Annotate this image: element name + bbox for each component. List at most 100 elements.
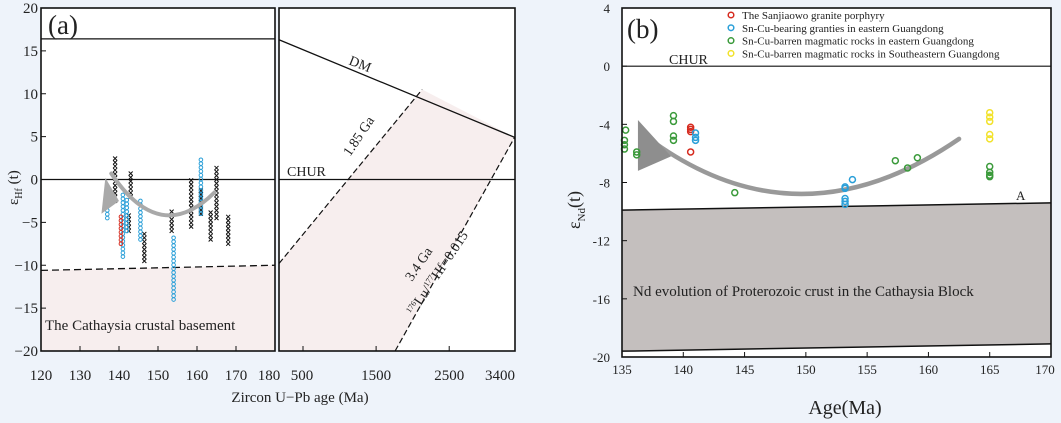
data-point: [841, 200, 849, 209]
x-marker: [214, 184, 219, 190]
x-marker: [128, 186, 134, 192]
x-tick-label: 3400: [485, 368, 515, 384]
x-marker: [188, 189, 194, 195]
legend-entry: Sn-Cu-bearing granties in eastern Guangd…: [742, 23, 944, 35]
x-marker: [169, 209, 175, 215]
data-point: [691, 136, 700, 145]
x-tick-label: 170: [1035, 362, 1055, 377]
x-marker: [188, 201, 194, 206]
x-marker: [208, 210, 214, 215]
axes-frame-right: [278, 7, 516, 352]
x-marker: [188, 220, 194, 226]
y-tick-label: -20: [593, 350, 610, 365]
y-tick-label: −10: [15, 258, 38, 274]
legend-entry: Sn-Cu-barren magmatic rocks in Southeast…: [742, 48, 1000, 60]
x-axis-label: Zircon U−Pb age (Ma): [231, 390, 368, 406]
x-marker: [214, 177, 219, 182]
x-marker: [208, 225, 214, 231]
x-tick-label: 2500: [434, 368, 464, 384]
y-tick-label: −15: [15, 301, 38, 317]
x-marker: [214, 204, 219, 209]
data-point: [669, 132, 678, 140]
x-marker: [188, 197, 194, 203]
x-marker: [128, 182, 134, 188]
region-bottom-line: [621, 343, 1052, 352]
data-point: [848, 175, 857, 184]
x-marker: [214, 173, 219, 178]
x-marker: [188, 185, 194, 191]
x-marker: [112, 159, 118, 165]
data-point: [985, 172, 994, 181]
x-tick-label: 155: [857, 362, 877, 377]
x-marker: [214, 196, 219, 202]
y-tick-label: -16: [593, 292, 611, 307]
x-marker: [141, 235, 147, 241]
ga185-line: [278, 89, 423, 264]
nd-evolution-region: [622, 202, 1051, 352]
legend-marker: [727, 11, 735, 19]
x-marker: [225, 218, 231, 224]
x-marker: [214, 169, 219, 175]
x-marker: [141, 239, 147, 245]
circle-marker: [118, 214, 124, 220]
data-point: [985, 168, 994, 177]
x-marker: [208, 214, 214, 219]
x-marker: [214, 215, 219, 221]
data-point: [669, 136, 678, 145]
circle-marker: [124, 197, 130, 203]
x-marker: [128, 175, 134, 180]
panel-label: (a): [48, 10, 78, 40]
x-marker: [225, 233, 231, 239]
data-point: [985, 113, 994, 121]
basement-region: [41, 265, 275, 351]
panel-label: (b): [627, 14, 658, 44]
data-point: [691, 129, 700, 137]
model-age-region: [279, 89, 515, 352]
x-marker: [214, 200, 219, 206]
data-point: [985, 135, 994, 143]
x-marker: [128, 178, 134, 184]
y-tick-label: −20: [15, 344, 38, 360]
x-marker: [141, 258, 147, 264]
x-tick-label: 145: [735, 362, 755, 377]
x-tick-label: 135: [612, 362, 632, 377]
y-label-sub: Hf: [14, 187, 25, 198]
x-marker: [141, 254, 147, 260]
x-marker: [208, 237, 214, 242]
x-marker: [208, 217, 214, 223]
x-marker: [169, 224, 175, 230]
x-marker: [141, 243, 147, 248]
x-marker: [188, 181, 194, 187]
x-tick-label: 1500: [361, 368, 391, 384]
region-label: Nd evolution of Proterozoic crust in the…: [633, 284, 974, 300]
y-tick-label: 4: [604, 1, 611, 16]
circle-marker: [138, 198, 143, 204]
circle-marker: [171, 235, 176, 241]
x-marker: [188, 178, 194, 183]
dm-line: [278, 39, 516, 139]
x-axis-label: Age(Ma): [808, 397, 881, 419]
legend-entry: Sn-Cu-barren magmatic rocks in eastern G…: [742, 36, 974, 48]
region-top-line: [621, 202, 1052, 211]
y-axis-label: εHf (t): [6, 170, 25, 205]
data-point: [632, 151, 641, 159]
x-marker: [225, 229, 231, 235]
trend-arrow: [644, 134, 962, 197]
x-tick-label: 180: [258, 368, 281, 384]
panel-b: -20 -16 -12 -8 -4 0 4 135 140 145 150 155 160 165 170 A…: [564, 1, 1055, 419]
x-marker: [169, 228, 175, 234]
x-marker: [112, 167, 118, 173]
x-marker: [208, 233, 214, 239]
x-marker: [208, 229, 214, 235]
y-label-main: ε: [564, 221, 584, 229]
circle-marker: [198, 157, 204, 163]
y-label-main: ε: [6, 199, 22, 205]
x-tick-label: 500: [291, 368, 314, 384]
x-tick-label: 150: [796, 362, 816, 377]
x-marker: [128, 171, 134, 176]
x-tick-label: 170: [225, 368, 248, 384]
basement-line: [40, 264, 276, 272]
region-a-label: A: [1016, 188, 1026, 203]
y-tick-label: -12: [593, 234, 610, 249]
